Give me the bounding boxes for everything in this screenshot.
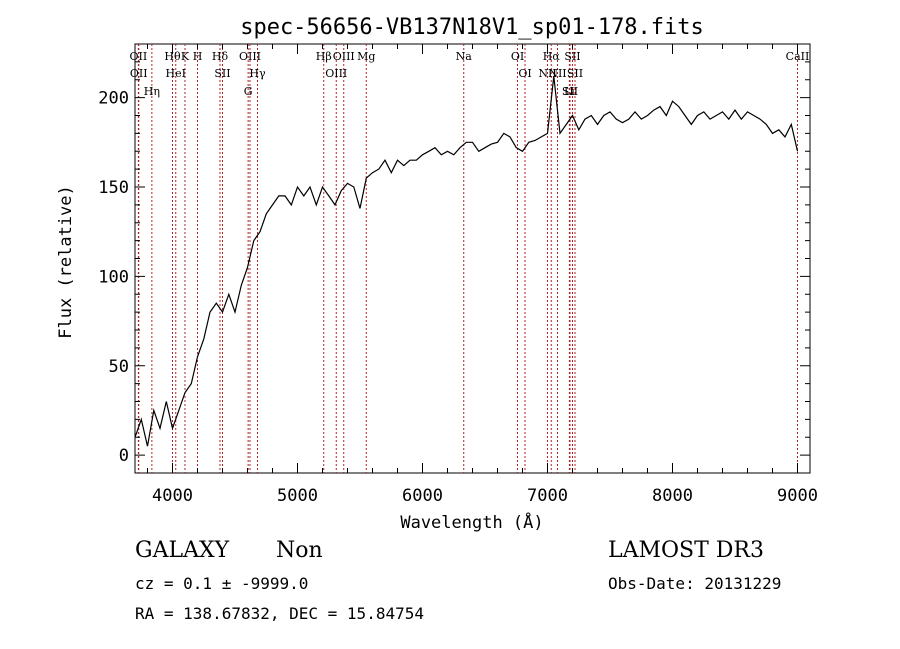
line-label: SII — [567, 67, 583, 80]
chart-title: spec-56656-VB137N18V1_sp01-178.fits — [240, 15, 704, 40]
y-tick-label: 100 — [98, 267, 129, 287]
x-axis-label: Wavelength (Å) — [400, 511, 543, 533]
line-label: Hδ — [212, 50, 229, 63]
spectrum-line — [134, 76, 799, 447]
line-label: K — [181, 50, 190, 63]
y-tick-label: 150 — [98, 178, 129, 198]
line-label: NII — [538, 67, 556, 80]
line-label: Na — [456, 50, 473, 63]
line-label: OI — [511, 50, 524, 63]
line-label: Hη — [144, 85, 160, 98]
line-label: Hα — [543, 50, 561, 63]
line-label: CaII — [786, 50, 810, 63]
x-tick-label: 6000 — [402, 486, 443, 506]
line-label: HeI — [166, 67, 186, 80]
line-label: G — [244, 85, 253, 98]
line-label: OI — [518, 67, 531, 80]
coords-text: RA = 138.67832, DEC = 15.84754 — [135, 604, 424, 623]
y-tick-label: 0 — [119, 446, 129, 466]
x-tick-label: 4000 — [152, 486, 193, 506]
class-label: GALAXY — [135, 538, 230, 563]
line-label: SII — [564, 50, 580, 63]
line-label: Hθ — [164, 50, 181, 63]
line-label: Hγ — [249, 67, 266, 80]
line-label: OII — [130, 67, 148, 80]
line-label: Mg — [357, 50, 375, 63]
line-label: OIII — [325, 67, 347, 80]
y-axis-label: Flux (relative) — [56, 185, 76, 339]
x-tick-label: 5000 — [277, 486, 318, 506]
x-tick-label: 9000 — [777, 486, 818, 506]
y-tick-label: 200 — [98, 89, 129, 109]
y-tick-label: 50 — [109, 357, 129, 377]
plot-frame — [134, 43, 811, 474]
line-label: H — [193, 50, 203, 63]
line-label: OIII — [333, 50, 355, 63]
line-label: Hβ — [316, 50, 332, 63]
line-label: NII — [548, 67, 566, 80]
line-label: SII — [562, 85, 578, 98]
x-tick-label: 8000 — [652, 486, 693, 506]
x-tick-label: 7000 — [527, 486, 568, 506]
line-label: SII — [214, 67, 230, 80]
line-label: OIII — [239, 50, 261, 63]
obs-date-text: Obs-Date: 20131229 — [608, 574, 782, 593]
survey-label: LAMOST DR3 — [608, 538, 764, 563]
subclass-label: Non — [276, 538, 323, 563]
line-label: OII — [130, 50, 148, 63]
cz-text: cz = 0.1 ± -9999.0 — [135, 574, 309, 593]
line-label: Li — [564, 85, 575, 98]
